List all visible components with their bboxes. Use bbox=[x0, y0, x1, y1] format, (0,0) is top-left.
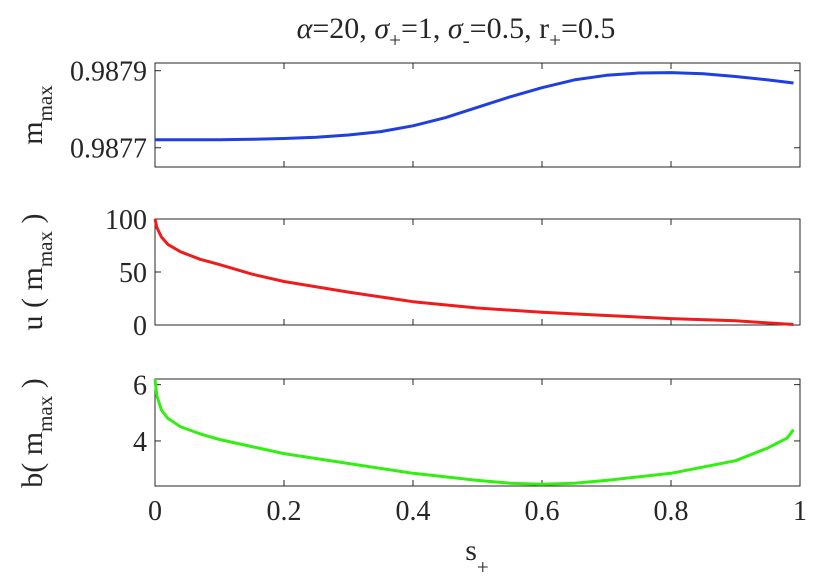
xtick-label-4: 0.8 bbox=[654, 496, 689, 527]
ylabel-u: u ( mmax ) bbox=[16, 214, 57, 331]
panel-mmax: 0.9877 0.9879 mmax bbox=[16, 57, 801, 168]
panel-b: 46 b( mmax ) 0 0.2 0.4 0.6 0.8 1 bbox=[16, 371, 807, 527]
xtick-labels: 0 0.2 0.4 0.6 0.8 1 bbox=[148, 496, 807, 527]
panel-u-ticks: 0 50 100 bbox=[105, 205, 801, 342]
xtick-label-3: 0.6 bbox=[525, 496, 560, 527]
ytick-label-u-1: 50 bbox=[119, 258, 147, 289]
ytick-label-b-0: 4 bbox=[133, 427, 147, 458]
series-line-u bbox=[153, 218, 794, 326]
ytick-label-mmax-0: 0.9877 bbox=[70, 134, 147, 165]
panel-b-frame bbox=[154, 378, 801, 487]
xtick-label-1: 0.2 bbox=[267, 496, 302, 527]
series-line-b bbox=[153, 378, 795, 486]
panel-u: 0 50 100 u ( mmax ) bbox=[16, 205, 801, 342]
ytick-label-b-1: 6 bbox=[133, 371, 147, 402]
ylabel-b: b( mmax ) bbox=[16, 378, 57, 487]
xtick-label-5: 1 bbox=[793, 496, 807, 527]
panel-mmax-frame bbox=[154, 62, 801, 168]
panel-b-ticks: 46 bbox=[133, 371, 801, 486]
xtick-label-2: 0.4 bbox=[396, 496, 431, 527]
ylabel-mmax: mmax bbox=[16, 85, 57, 145]
ytick-label-u-0: 0 bbox=[133, 311, 147, 342]
series-line-mmax bbox=[155, 71, 794, 142]
ytick-label-u-2: 100 bbox=[105, 205, 147, 236]
panel-mmax-ticks: 0.9877 0.9879 bbox=[70, 57, 801, 167]
chart-title: α=20, σ+=1, σ-=0.5, r+=0.5 bbox=[297, 12, 616, 52]
ytick-label-mmax-1: 0.9879 bbox=[70, 57, 147, 88]
xtick-label-0: 0 bbox=[148, 496, 162, 527]
xlabel: s+ bbox=[465, 534, 489, 579]
